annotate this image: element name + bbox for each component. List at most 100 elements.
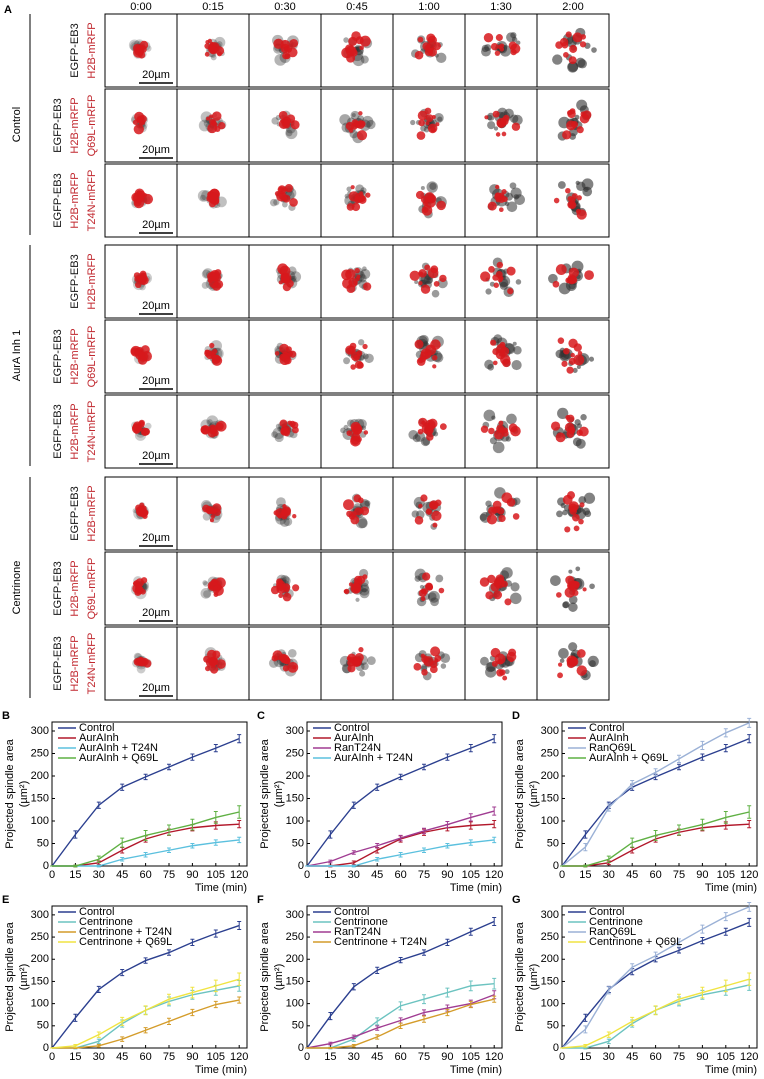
group-label: Control: [11, 107, 23, 142]
x-tick-label: 120: [740, 869, 758, 881]
error-bar: [492, 734, 497, 744]
error-bar: [96, 985, 101, 994]
error-bar: [398, 956, 403, 964]
error-bar: [237, 921, 242, 931]
error-bar: [190, 986, 195, 999]
panel-label: E: [2, 894, 9, 906]
microtubule-signal: [361, 662, 369, 671]
chromosome-signal: [506, 497, 516, 507]
chromosome-signal: [566, 430, 575, 438]
chromosome-signal: [204, 349, 212, 357]
microtubule-signal: [552, 54, 563, 65]
error-bar: [583, 843, 588, 852]
microtubule-signal: [588, 660, 596, 668]
chromosome-signal: [566, 366, 574, 374]
error-bar: [237, 836, 242, 844]
chromosome-signal: [580, 111, 586, 117]
chromosome-signal: [426, 433, 434, 441]
x-axis-label: Time (min): [705, 882, 757, 894]
microtubule-signal: [412, 434, 421, 443]
chromosome-signal: [133, 428, 140, 434]
plot-frame: [51, 721, 248, 867]
chromosome-signal: [432, 354, 438, 361]
group-label: Centrinone: [11, 561, 23, 615]
microtubule-signal: [558, 282, 571, 295]
y-tick-label: 100: [541, 998, 559, 1010]
chromosome-signal: [430, 665, 438, 674]
chromosome-signal: [425, 43, 435, 53]
chromosome-signal: [136, 585, 142, 590]
error-bar: [375, 1017, 380, 1026]
error-bar: [677, 947, 681, 954]
chromosome-signal: [354, 267, 360, 274]
error-bar: [237, 805, 242, 819]
chromosome-signal: [501, 429, 509, 437]
microtubule-signal: [485, 288, 492, 295]
x-tick-label: 120: [740, 1051, 758, 1063]
microtubule-signal: [210, 54, 217, 61]
chromosome-signal: [580, 34, 586, 40]
chromosome-signal: [436, 200, 446, 211]
legend-label: Centrinone + T24N: [79, 926, 172, 938]
chromosome-signal: [134, 588, 142, 596]
error-bar: [96, 1043, 101, 1048]
chromosome-signal: [363, 430, 369, 435]
y-tick-label: 50: [292, 1020, 304, 1032]
error-bar: [723, 927, 728, 936]
series-line: [307, 982, 495, 1049]
x-tick-label: 60: [649, 869, 661, 881]
chromosome-signal: [579, 502, 585, 508]
error-bar: [723, 979, 728, 993]
microtubule-signal: [429, 182, 437, 190]
chromosome-signal: [500, 354, 511, 365]
x-tick-label: 15: [69, 869, 81, 881]
y-tick-label: 0: [553, 1042, 559, 1054]
chromosome-signal: [426, 33, 436, 43]
chromosome-signal: [215, 588, 220, 593]
microtubule-signal: [556, 510, 563, 518]
legend-label: AurAInh + Q69L: [79, 752, 158, 764]
x-tick-label: 15: [324, 869, 336, 881]
chromosome-signal: [346, 53, 356, 63]
x-tick-label: 105: [717, 1051, 735, 1063]
chromosome-signal: [287, 47, 298, 58]
chromosome-signal: [432, 364, 437, 369]
x-tick-label: 0: [304, 869, 310, 881]
chromosome-signal: [209, 41, 215, 47]
error-bar: [747, 805, 752, 819]
chromosome-signal: [207, 123, 218, 134]
microtubule-signal: [576, 181, 586, 192]
chromosome-signal: [570, 352, 575, 358]
legend-label: Control: [589, 906, 624, 918]
row-label: H2B-mRFP: [69, 97, 81, 153]
chromosome-signal: [281, 507, 291, 517]
microtubule-signal: [290, 271, 302, 283]
y-axis-label: (µm²): [273, 964, 285, 991]
microtubule-signal: [408, 429, 419, 440]
chromosome-signal: [283, 47, 288, 52]
microtubule-signal: [568, 602, 578, 612]
chromosome-signal: [485, 591, 494, 600]
chromosome-signal: [414, 50, 424, 60]
chromosome-signal: [557, 337, 565, 344]
x-tick-label: 105: [207, 869, 225, 881]
chromosome-signal: [282, 592, 292, 602]
chromosome-signal: [414, 516, 424, 525]
error-bar: [143, 852, 148, 858]
microtubule-signal: [420, 185, 425, 190]
microtubule-signal: [357, 518, 368, 529]
microtubule-signal: [493, 126, 499, 131]
micrograph: [320, 13, 394, 88]
row-label: H2B-mRFP: [69, 560, 81, 616]
error-bar: [213, 1000, 218, 1009]
microtubule-signal: [572, 367, 578, 373]
y-tick-label: 0: [298, 860, 304, 872]
time-label: 0:15: [202, 1, 223, 13]
y-tick-label: 50: [37, 837, 49, 849]
microtubule-signal: [509, 114, 519, 123]
legend-label: Centrinone: [334, 916, 388, 928]
error-bar: [96, 855, 101, 863]
x-tick-label: 120: [230, 869, 248, 881]
x-tick-label: 45: [116, 869, 128, 881]
microtubule-signal: [340, 427, 346, 434]
